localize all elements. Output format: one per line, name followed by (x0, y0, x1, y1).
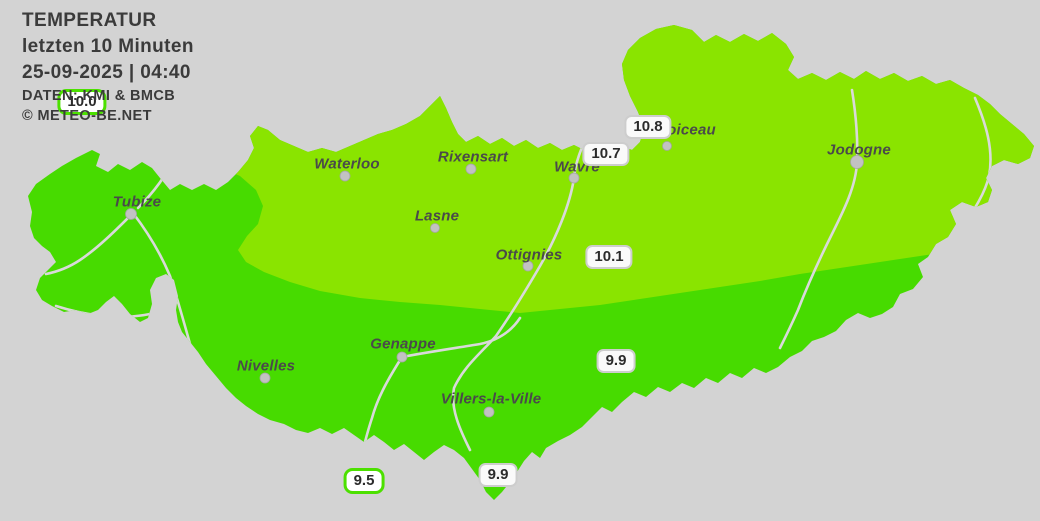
city-label-tubize: Tubize (112, 193, 162, 211)
city-marker-tubize (125, 208, 137, 220)
city-label-villers-la-ville: Villers-la-Ville (440, 390, 542, 408)
city-marker-waterloo (339, 170, 351, 182)
city-marker-jodogne (850, 155, 864, 169)
city-label-jodogne: Jodogne (827, 141, 891, 159)
temp-badge-9-9-south: 9.9 (478, 463, 518, 487)
page-subtitle: letzten 10 Minuten (22, 36, 194, 57)
date-time: 25-09-2025 | 04:40 (22, 62, 191, 83)
temp-badge-10-1: 10.1 (585, 245, 633, 269)
road-path (362, 355, 404, 448)
road-path (44, 211, 135, 276)
road-path (451, 94, 604, 452)
temp-badge-9-5: 9.5 (343, 468, 385, 494)
temp-badge-10-0: 10.0 (57, 89, 107, 115)
copyright: © METEO-BE.NET (22, 108, 152, 124)
city-marker-nivelles (259, 372, 271, 384)
city-marker-ottignies (522, 260, 534, 272)
city-marker-villers (483, 406, 495, 418)
city-label-lasne: Lasne (414, 207, 460, 225)
road-path (778, 88, 859, 350)
city-label-nivelles: Nivelles (236, 357, 296, 375)
temp-badge-10-8: 10.8 (624, 115, 672, 139)
city-label-rixensart: Rixensart (437, 148, 509, 166)
temp-badge-10-7: 10.7 (582, 142, 630, 166)
map-header: TEMPERATUR letzten 10 Minuten 25-09-2025… (22, 8, 194, 126)
page-title: TEMPERATUR (22, 10, 157, 31)
city-marker-lasne (430, 223, 440, 233)
city-label-ottignies: Ottignies (495, 246, 563, 264)
temp-badge-9-9-mid: 9.9 (596, 349, 636, 373)
city-marker-genappe (396, 351, 408, 363)
data-source: DATEN: KMI & BMCB (22, 88, 176, 104)
city-markers (125, 141, 864, 418)
city-marker-rixensart (465, 163, 477, 175)
road-path (400, 316, 522, 359)
city-label-waterloo: Waterloo (314, 155, 380, 173)
city-marker-doiceau (662, 141, 672, 151)
city-marker-wavre (568, 172, 580, 184)
city-label-genappe: Genappe (370, 335, 436, 353)
